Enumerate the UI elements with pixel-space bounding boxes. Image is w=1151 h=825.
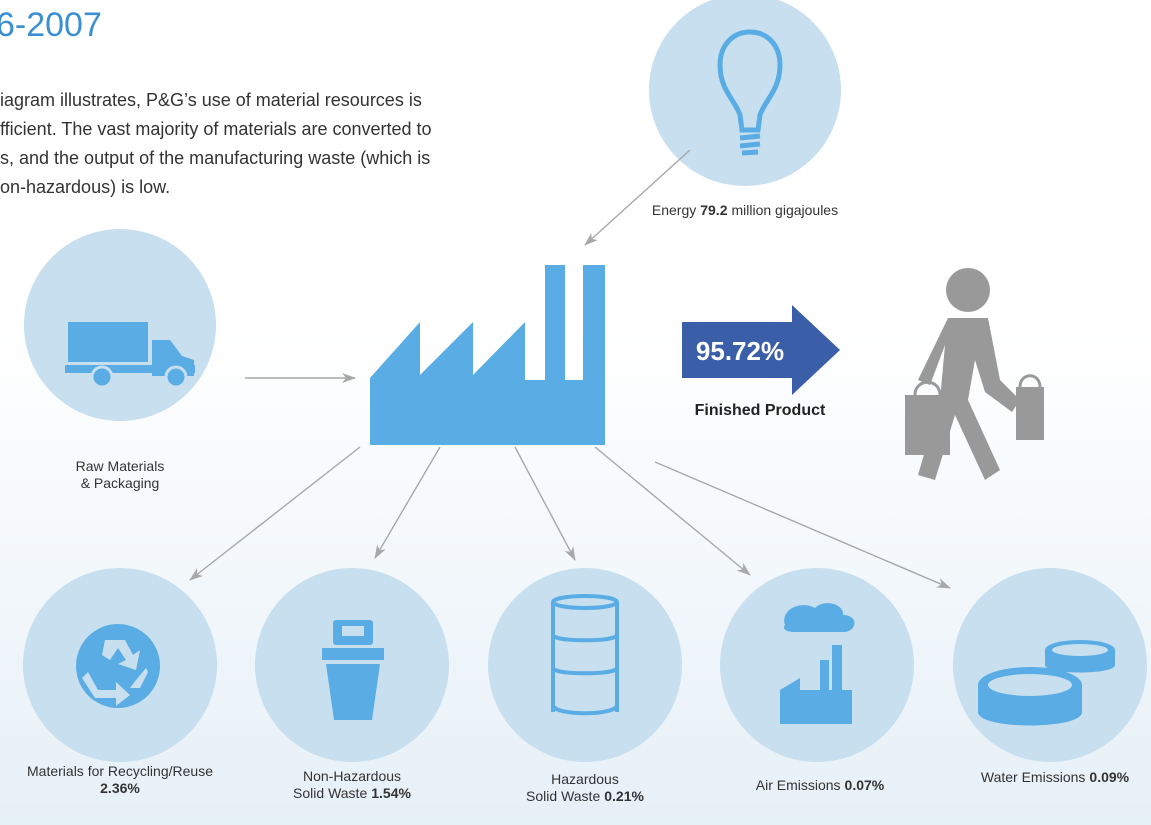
output-label: Hazardous (551, 771, 619, 787)
output-value: 0.09% (1089, 769, 1129, 785)
air-icon (780, 603, 855, 724)
output-label: Solid Waste 0.21% (526, 788, 644, 804)
intro-line: s, and the output of the manufacturing w… (0, 148, 430, 168)
intro-line: fficient. The vast majority of materials… (0, 119, 432, 139)
output-circle (488, 568, 682, 762)
output-label: Air Emissions 0.07% (756, 777, 885, 793)
barrel-icon (551, 594, 619, 716)
bulb-icon (717, 29, 783, 156)
intro-line: iagram illustrates, P&G’s use of materia… (0, 90, 422, 110)
title: 6-2007 (0, 6, 102, 44)
output-value: 1.54% (371, 785, 411, 801)
product-value: 95.72% (696, 336, 784, 366)
shopper-icon (905, 268, 1044, 480)
product-arrow (682, 305, 840, 395)
intro-line: on-hazardous) is low. (0, 177, 170, 197)
energy-unit: million gigajoules (731, 202, 838, 218)
output-circle (720, 568, 914, 762)
output-label: Solid Waste 1.54% (293, 785, 411, 801)
output-label-part: Water Emissions (981, 769, 1086, 785)
truck-icon (65, 322, 195, 389)
output-value: 0.21% (604, 788, 644, 804)
bin-icon (322, 620, 384, 720)
pools-icon (978, 640, 1115, 726)
energy-label: Energy 79.2 million gigajoules (652, 202, 838, 218)
output-label-part: Air Emissions (756, 777, 841, 793)
energy-circle (649, 0, 841, 186)
output-value: 2.36% (100, 780, 140, 796)
energy-name: Energy (652, 202, 696, 218)
output-label: Materials for Recycling/Reuse (27, 763, 213, 779)
recycle-icon (76, 624, 160, 708)
output-value: 0.07% (845, 777, 885, 793)
raw-label: Raw Materials (76, 458, 165, 474)
raw-label: & Packaging (81, 475, 160, 491)
output-label-part: Solid Waste (293, 785, 367, 801)
output-label: Non-Hazardous (303, 768, 401, 784)
intro: iagram illustrates, P&G’s use of materia… (0, 90, 432, 197)
output-label: Water Emissions 0.09% (981, 769, 1130, 785)
arrows (189, 149, 951, 589)
energy-value: 79.2 (700, 202, 727, 218)
output-label-part: Solid Waste (526, 788, 600, 804)
product-label: Finished Product (695, 402, 826, 419)
factory-icon (370, 265, 605, 445)
